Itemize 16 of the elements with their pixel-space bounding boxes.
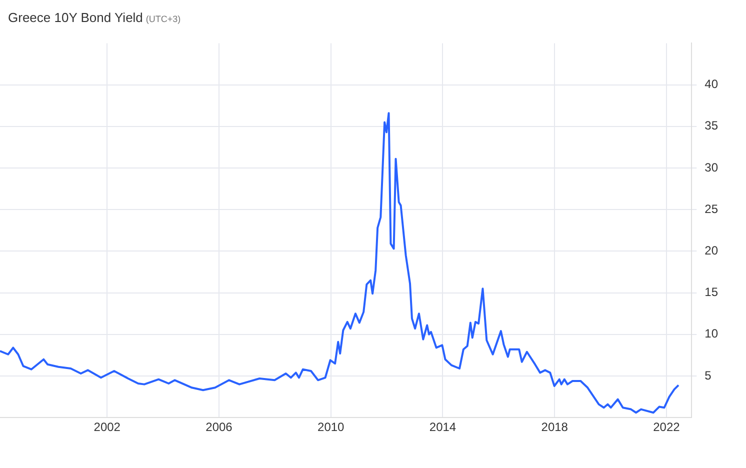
- x-tick-label: 2002: [94, 420, 121, 434]
- x-tick-label: 2022: [653, 420, 680, 434]
- y-tick-label: 40: [704, 77, 718, 92]
- x-tick-label: 2010: [318, 420, 345, 434]
- x-tick-label: 2018: [541, 420, 568, 434]
- chart-subtitle: (UTC+3): [146, 14, 181, 24]
- y-tick-label: 30: [704, 160, 718, 174]
- y-tick-label: 20: [704, 244, 718, 258]
- chart-title: Greece 10Y Bond Yield: [8, 10, 143, 25]
- y-tick-label: 15: [704, 285, 718, 300]
- y-tick-label: 25: [704, 202, 718, 216]
- y-tick-label: 35: [704, 118, 718, 133]
- y-tick-label: 10: [704, 326, 718, 341]
- x-tick-label: 2014: [429, 420, 456, 434]
- x-tick-label: 2006: [206, 420, 233, 434]
- y-tick-label: 5: [704, 368, 712, 382]
